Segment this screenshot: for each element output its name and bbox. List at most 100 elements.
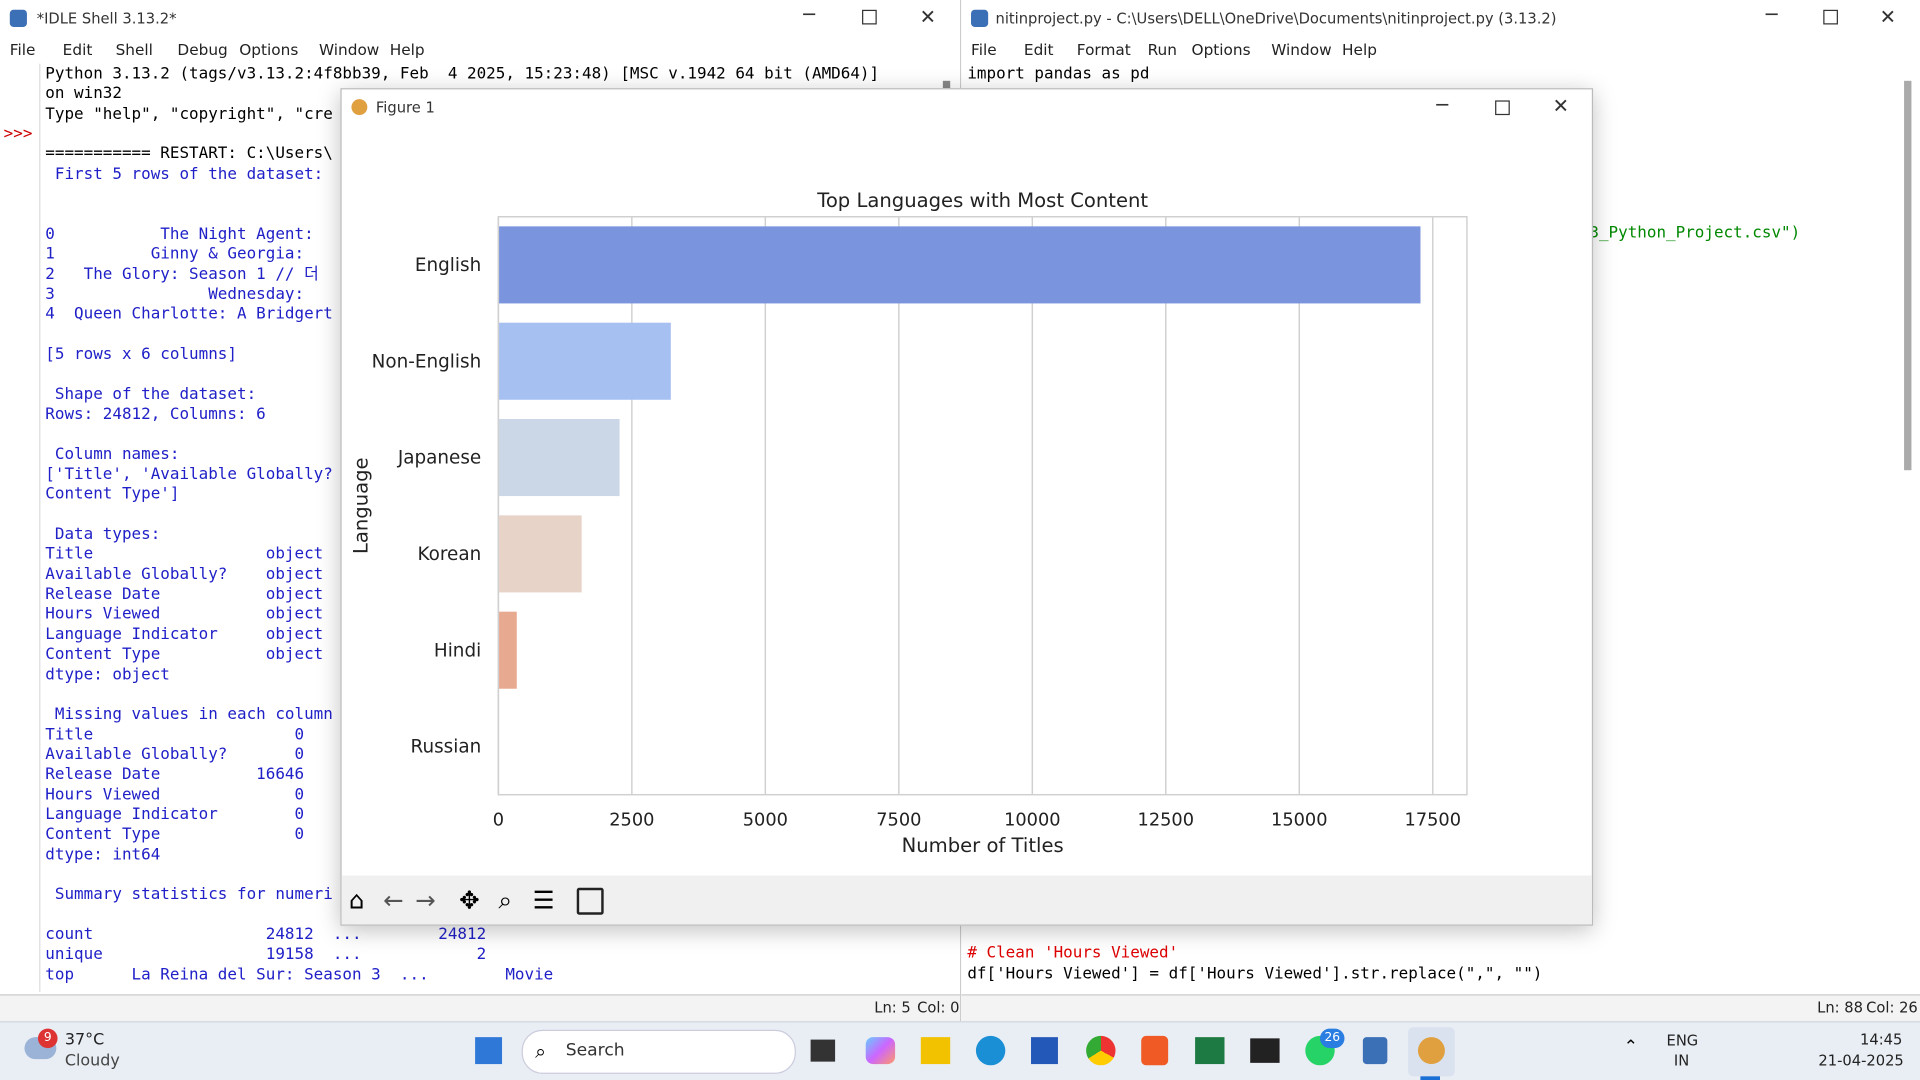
- shell-line: [5 rows x 6 columns]: [45, 345, 237, 364]
- notification-badge: 26: [1320, 1028, 1345, 1049]
- code-line: import pandas as pd: [967, 64, 1150, 84]
- app-icon[interactable]: [810, 1039, 836, 1062]
- shell-line: dtype: int64: [45, 845, 161, 865]
- shell-line: Content Type']: [45, 485, 180, 504]
- y-axis-label: Language: [349, 457, 372, 554]
- save-button[interactable]: [576, 887, 604, 915]
- app-icon[interactable]: [975, 1035, 1006, 1066]
- menu-item[interactable]: Options: [1191, 40, 1251, 59]
- language: ENG: [1666, 1032, 1699, 1050]
- pan-button[interactable]: ✥: [459, 885, 480, 915]
- status-col: Col: 26: [1866, 999, 1918, 1017]
- shell-line: top La Reina del Sur: Season 3 ... Movie: [45, 965, 554, 985]
- menu-item[interactable]: Shell: [115, 40, 153, 59]
- maximize-button[interactable]: [1495, 100, 1510, 116]
- menu-item[interactable]: Help: [1342, 40, 1377, 59]
- keyboard: IN: [1673, 1051, 1690, 1069]
- minimize-button[interactable]: ─: [803, 2, 816, 26]
- shell-line: 0 The Night Agent:: [45, 225, 314, 244]
- y-tick-label: English: [415, 255, 481, 276]
- app-icon[interactable]: [920, 1037, 951, 1065]
- app-icon[interactable]: [865, 1037, 896, 1065]
- shell-line: Content Type object: [45, 645, 324, 664]
- x-axis-label: Number of Titles: [902, 834, 1064, 857]
- app-icon[interactable]: [1086, 1035, 1116, 1066]
- menu-item[interactable]: Window: [1271, 40, 1332, 59]
- shell-line: count 24812 ... 24812: [45, 925, 487, 945]
- close-button[interactable]: ✕: [1879, 4, 1897, 29]
- shell-line: Title 0: [45, 725, 305, 744]
- menu-item[interactable]: Edit: [62, 40, 93, 59]
- maximize-button[interactable]: [862, 9, 877, 25]
- configure-button[interactable]: ☰: [532, 885, 555, 915]
- shell-line: Content Type 0: [45, 825, 305, 845]
- code-line: df['Hours Viewed'] = df['Hours Viewed'].…: [967, 964, 1543, 984]
- figure-window: Figure 1 ─ ✕ Top Languages with Most Con…: [340, 88, 1594, 926]
- shell-line: 1: [45, 905, 391, 925]
- tray-expand[interactable]: ⌃: [1623, 1037, 1639, 1057]
- app-icon[interactable]: [1195, 1037, 1225, 1065]
- menu-item[interactable]: Window: [318, 40, 380, 59]
- x-tick-label: 12500: [1138, 810, 1194, 830]
- menu-item[interactable]: Run: [1147, 40, 1177, 59]
- window-title: nitinproject.py - C:\Users\DELL\OneDrive…: [995, 9, 1557, 27]
- app-icon[interactable]: [1362, 1037, 1388, 1065]
- menu-item[interactable]: Edit: [1023, 40, 1054, 59]
- app-icon[interactable]: [1250, 1038, 1280, 1063]
- shell-line: Data types:: [45, 525, 161, 544]
- close-button[interactable]: ✕: [1552, 94, 1570, 118]
- taskbar: 9 37°C Cloudy ⌕ Search 26 ⌃ ENG IN 14:45…: [0, 1021, 1920, 1080]
- shell-line: Summary statistics for numeri: [45, 885, 333, 905]
- y-tick-label: Russian: [411, 737, 482, 758]
- x-tick-label: 0: [493, 810, 504, 830]
- code-comment: # Clean 'Hours Viewed': [967, 944, 1179, 963]
- shell-line: First 5 rows of the dataset:: [45, 165, 324, 184]
- bar: [498, 515, 582, 593]
- app-icon: [9, 9, 27, 27]
- menu-item[interactable]: File: [971, 40, 997, 59]
- shell-line: 4 Queen Charlotte: A Bridgert: [45, 305, 333, 324]
- shell-line: Missing values in each column: [45, 705, 333, 724]
- weather: Cloudy: [64, 1051, 120, 1071]
- tray-icons[interactable]: [1717, 1040, 1790, 1060]
- menu-item[interactable]: Options: [239, 40, 299, 59]
- y-tick-label: Japanese: [397, 448, 481, 469]
- start-button[interactable]: [475, 1037, 503, 1065]
- scrollbar: [942, 80, 951, 89]
- x-tick-label: 15000: [1271, 810, 1327, 830]
- x-tick-label: 7500: [876, 810, 921, 830]
- app-icon[interactable]: [1141, 1035, 1169, 1066]
- minimize-button[interactable]: ─: [1765, 2, 1778, 26]
- menu-item[interactable]: File: [9, 40, 36, 59]
- close-button[interactable]: ✕: [919, 4, 937, 29]
- search-box[interactable]: [521, 1029, 796, 1074]
- app-icon[interactable]: [1031, 1037, 1058, 1065]
- x-tick-label: 17500: [1405, 810, 1461, 830]
- shell-line: =========== RESTART: C:\Users\: [45, 144, 333, 164]
- shell-line: Available Globally? object: [45, 565, 324, 584]
- shell-line: Column names:: [45, 445, 180, 464]
- minimize-button[interactable]: ─: [1436, 93, 1449, 117]
- home-button[interactable]: ⌂: [348, 885, 365, 915]
- menu-item[interactable]: Format: [1076, 40, 1131, 59]
- zoom-button[interactable]: ⌕: [498, 885, 513, 915]
- x-tick-label: 10000: [1004, 810, 1060, 830]
- shell-line: 3 Wednesday:: [45, 285, 305, 304]
- menu-item[interactable]: Help: [389, 40, 425, 59]
- shell-line: 2 The Glory: Season 1 // 더: [45, 265, 319, 284]
- menu-item[interactable]: Debug: [177, 40, 228, 59]
- chart: Top Languages with Most Content 0 2500 5000…: [349, 189, 1468, 857]
- shell-line: on win32: [45, 84, 122, 104]
- bar: [498, 419, 620, 497]
- app-icon: [971, 9, 989, 27]
- window-title: *IDLE Shell 3.13.2*: [36, 9, 177, 27]
- y-tick-label: Korean: [418, 544, 482, 565]
- back-button[interactable]: ←: [383, 885, 404, 915]
- axes-frame: [497, 216, 1468, 796]
- clock-date: 21-04-2025: [1818, 1051, 1904, 1069]
- shell-line: Hours Viewed 0: [45, 785, 305, 804]
- shell-line: Available Globally? 0: [45, 745, 305, 764]
- forward-button[interactable]: →: [415, 885, 436, 915]
- maximize-button[interactable]: [1823, 9, 1838, 25]
- shell-line: Language Indicator object: [45, 625, 324, 644]
